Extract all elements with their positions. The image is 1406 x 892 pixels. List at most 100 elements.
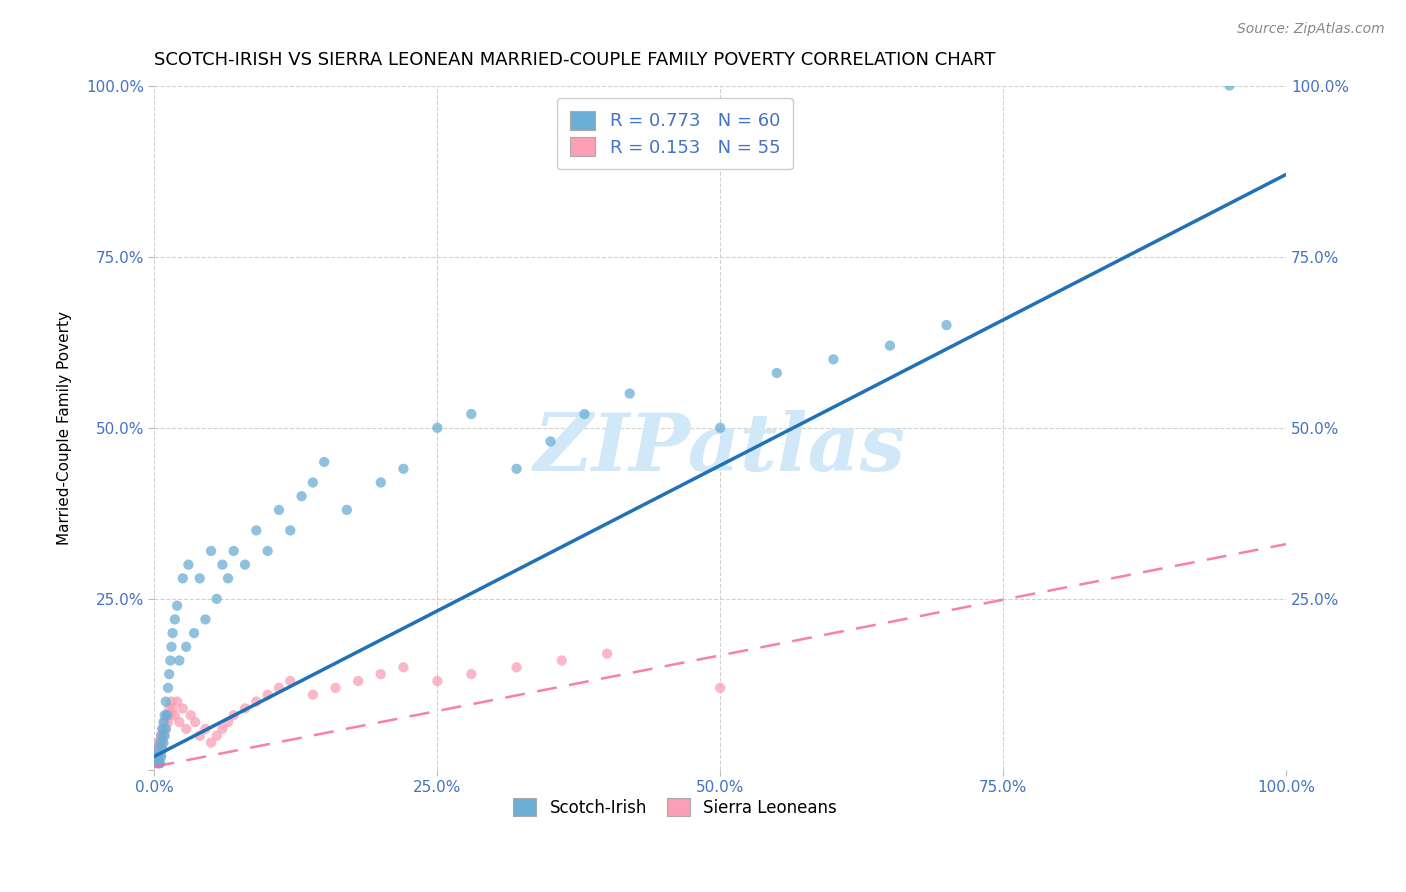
- Point: [290, 489, 312, 503]
- Text: ZIPatlas: ZIPatlas: [534, 409, 907, 487]
- Point: [505, 462, 527, 476]
- Point: [152, 722, 174, 736]
- Point: [267, 503, 290, 517]
- Point: [149, 749, 172, 764]
- Point: [200, 544, 222, 558]
- Point: [551, 653, 574, 667]
- Point: [145, 756, 167, 771]
- Point: [935, 318, 957, 332]
- Point: [278, 524, 301, 538]
- Text: Source: ZipAtlas.com: Source: ZipAtlas.com: [1237, 22, 1385, 37]
- Point: [505, 660, 527, 674]
- Point: [160, 640, 183, 654]
- Point: [163, 708, 186, 723]
- Point: [157, 715, 180, 730]
- Point: [347, 673, 370, 688]
- Point: [460, 667, 482, 681]
- Point: [426, 673, 449, 688]
- Point: [194, 722, 217, 736]
- Point: [150, 749, 173, 764]
- Point: [153, 729, 176, 743]
- Point: [160, 694, 183, 708]
- Point: [148, 749, 170, 764]
- Point: [194, 612, 217, 626]
- Point: [162, 701, 184, 715]
- Point: [233, 558, 256, 572]
- Point: [336, 503, 359, 517]
- Point: [159, 653, 181, 667]
- Point: [267, 681, 290, 695]
- Point: [152, 729, 174, 743]
- Point: [211, 722, 233, 736]
- Point: [256, 688, 278, 702]
- Point: [174, 722, 197, 736]
- Point: [233, 701, 256, 715]
- Point: [163, 612, 186, 626]
- Point: [709, 681, 731, 695]
- Point: [765, 366, 787, 380]
- Point: [146, 749, 169, 764]
- Point: [150, 729, 173, 743]
- Point: [156, 708, 179, 723]
- Point: [183, 626, 205, 640]
- Point: [152, 722, 174, 736]
- Point: [392, 462, 415, 476]
- Point: [148, 756, 170, 771]
- Point: [325, 681, 347, 695]
- Point: [574, 407, 596, 421]
- Point: [152, 736, 174, 750]
- Y-axis label: Married-Couple Family Poverty: Married-Couple Family Poverty: [58, 310, 72, 545]
- Point: [217, 715, 239, 730]
- Point: [370, 667, 392, 681]
- Point: [145, 742, 167, 756]
- Point: [152, 742, 174, 756]
- Point: [145, 749, 167, 764]
- Point: [152, 736, 174, 750]
- Point: [180, 708, 202, 723]
- Point: [153, 708, 176, 723]
- Point: [174, 640, 197, 654]
- Point: [370, 475, 392, 490]
- Point: [619, 386, 641, 401]
- Point: [222, 544, 245, 558]
- Point: [392, 660, 415, 674]
- Point: [166, 694, 188, 708]
- Point: [596, 647, 619, 661]
- Point: [823, 352, 845, 367]
- Point: [302, 475, 325, 490]
- Point: [150, 742, 173, 756]
- Point: [879, 338, 901, 352]
- Point: [188, 729, 211, 743]
- Point: [155, 722, 177, 736]
- Point: [145, 749, 167, 764]
- Point: [278, 673, 301, 688]
- Point: [302, 688, 325, 702]
- Point: [146, 756, 169, 771]
- Point: [157, 681, 180, 695]
- Point: [149, 736, 172, 750]
- Text: SCOTCH-IRISH VS SIERRA LEONEAN MARRIED-COUPLE FAMILY POVERTY CORRELATION CHART: SCOTCH-IRISH VS SIERRA LEONEAN MARRIED-C…: [155, 51, 995, 69]
- Point: [222, 708, 245, 723]
- Legend: Scotch-Irish, Sierra Leoneans: Scotch-Irish, Sierra Leoneans: [506, 791, 844, 823]
- Point: [709, 421, 731, 435]
- Point: [157, 667, 180, 681]
- Point: [152, 715, 174, 730]
- Point: [156, 708, 179, 723]
- Point: [172, 701, 194, 715]
- Point: [200, 736, 222, 750]
- Point: [149, 736, 172, 750]
- Point: [146, 736, 169, 750]
- Point: [145, 749, 167, 764]
- Point: [146, 742, 169, 756]
- Point: [146, 742, 169, 756]
- Point: [149, 756, 172, 771]
- Point: [148, 742, 170, 756]
- Point: [166, 599, 188, 613]
- Point: [148, 756, 170, 771]
- Point: [540, 434, 562, 449]
- Point: [162, 626, 184, 640]
- Point: [426, 421, 449, 435]
- Point: [188, 571, 211, 585]
- Point: [145, 756, 167, 771]
- Point: [205, 729, 228, 743]
